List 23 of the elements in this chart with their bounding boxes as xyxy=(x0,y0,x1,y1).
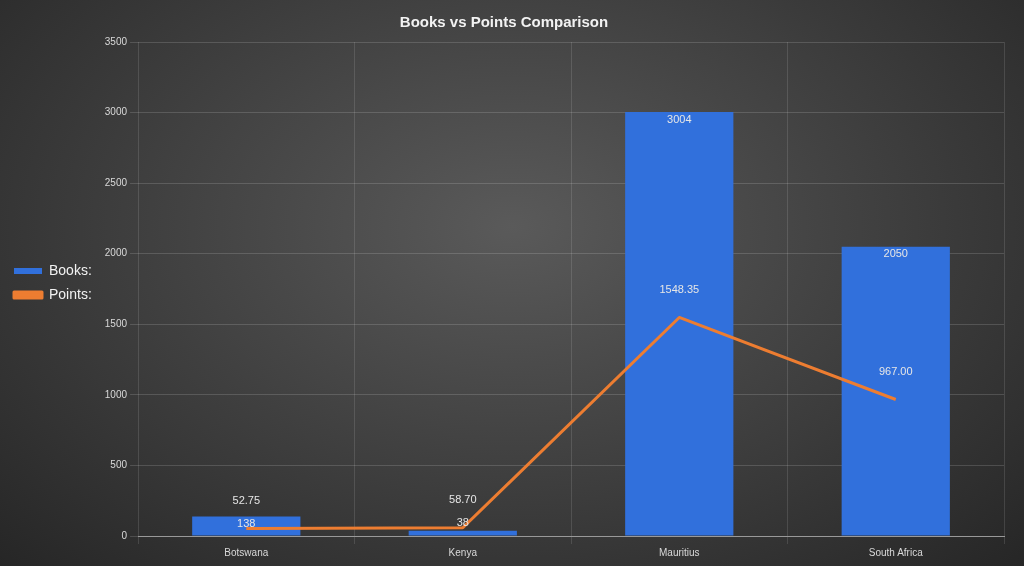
y-tick-label: 1000 xyxy=(104,388,128,400)
data-label: 38 xyxy=(456,516,469,529)
chart-title: Books vs Points Comparison xyxy=(399,13,609,31)
legend-label: Points: xyxy=(49,285,92,302)
y-tick-label: 1500 xyxy=(104,318,128,330)
x-tick-label: Botswana xyxy=(224,546,269,558)
x-tick-label: Mauritius xyxy=(658,546,700,558)
y-tick-label: 3500 xyxy=(104,35,128,47)
data-label: 138 xyxy=(237,517,256,530)
data-label: 1548.35 xyxy=(659,282,700,295)
data-label: 52.75 xyxy=(232,494,261,507)
y-tick-label: 500 xyxy=(110,459,128,471)
y-tick-label: 2000 xyxy=(104,247,128,259)
data-label: 2050 xyxy=(883,247,908,260)
data-label: 967.00 xyxy=(878,365,913,378)
legend-label: Books: xyxy=(49,261,92,278)
x-tick-label: South Africa xyxy=(868,546,924,558)
x-tick-label: Kenya xyxy=(448,546,478,558)
data-label: 3004 xyxy=(667,112,692,125)
y-tick-label: 0 xyxy=(121,529,128,541)
y-tick-label: 2500 xyxy=(104,176,128,188)
data-label: 58.70 xyxy=(449,493,477,506)
y-tick-label: 3000 xyxy=(104,106,128,118)
